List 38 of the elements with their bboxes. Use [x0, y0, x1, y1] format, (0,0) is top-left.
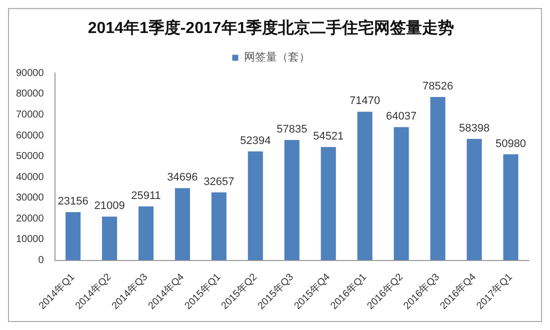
data-label: 52394: [240, 134, 271, 147]
bar: [138, 206, 154, 260]
y-tick-label: 60000: [16, 130, 44, 142]
bar: [248, 151, 263, 260]
bar: [102, 216, 118, 260]
y-tick-label: 80000: [16, 88, 44, 100]
chart-title: 2014年1季度-2017年1季度北京二手住宅网签量走势: [88, 18, 454, 38]
y-tick-label: 20000: [16, 213, 44, 224]
data-label: 58398: [458, 122, 490, 134]
data-label: 54521: [313, 130, 344, 142]
data-label: 78526: [422, 80, 454, 93]
bar: [503, 154, 518, 260]
y-tick-label: 40000: [16, 172, 44, 183]
bar: [320, 146, 336, 260]
bar: [284, 140, 300, 260]
bar: [394, 127, 409, 260]
data-label: 21009: [94, 200, 125, 212]
data-label: 57835: [276, 124, 308, 136]
data-label: 34696: [167, 172, 198, 184]
y-tick-label: 70000: [16, 110, 44, 121]
data-label: 25911: [131, 190, 161, 202]
y-tick-label: 30000: [16, 192, 44, 204]
bar: [466, 138, 482, 260]
y-tick-label: 50000: [16, 151, 44, 162]
y-tick-label: 10000: [16, 234, 44, 246]
bar: [66, 212, 81, 260]
y-tick-label: 90000: [16, 68, 44, 79]
data-label: 23156: [58, 196, 88, 208]
bar: [430, 97, 446, 260]
bar: [174, 188, 190, 260]
bar: [211, 192, 226, 260]
data-label: 71470: [350, 95, 380, 108]
data-label: 64037: [386, 110, 417, 123]
data-label: 50980: [495, 138, 526, 150]
y-tick-label: 0: [38, 255, 44, 266]
bar: [357, 112, 372, 260]
data-label: 32657: [204, 176, 234, 188]
legend-label: 网签量（套）: [244, 52, 310, 64]
